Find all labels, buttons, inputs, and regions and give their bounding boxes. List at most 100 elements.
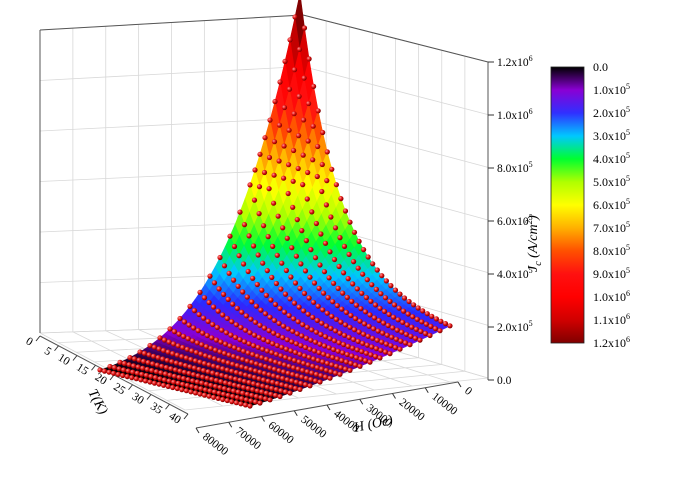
- data-point: [180, 344, 186, 351]
- data-point: [305, 138, 311, 144]
- data-point: [248, 316, 254, 322]
- data-point: [309, 327, 315, 333]
- data-point: [281, 143, 287, 149]
- data-point: [391, 302, 398, 308]
- data-point: [186, 322, 192, 328]
- data-point: [321, 351, 327, 357]
- data-point: [201, 360, 208, 367]
- data-point: [176, 374, 182, 380]
- data-point: [349, 298, 355, 304]
- data-point: [347, 219, 353, 225]
- data-point: [370, 261, 376, 267]
- data-point: [121, 360, 128, 367]
- data-point: [245, 268, 251, 275]
- data-point: [408, 333, 414, 339]
- data-point: [344, 294, 350, 300]
- h-axis-tick: [392, 393, 396, 399]
- data-point: [255, 382, 261, 388]
- data-point: [341, 270, 347, 276]
- data-point: [210, 321, 216, 328]
- data-point: [219, 372, 225, 378]
- data-point: [390, 325, 396, 331]
- data-point: [270, 243, 276, 249]
- data-point: [254, 281, 260, 288]
- right-wall-hgrid: [302, 66, 489, 116]
- data-point: [215, 364, 221, 370]
- data-point: [363, 294, 369, 301]
- data-point: [318, 231, 324, 237]
- data-point: [343, 359, 349, 365]
- data-point: [194, 379, 200, 385]
- data-point: [297, 285, 303, 291]
- data-point: [260, 346, 266, 352]
- data-point: [242, 327, 249, 333]
- box-edge: [39, 14, 304, 31]
- data-point: [266, 328, 272, 334]
- data-point: [301, 308, 307, 314]
- data-point: [262, 311, 269, 317]
- data-point: [120, 372, 126, 379]
- data-point: [322, 374, 329, 380]
- data-point: [259, 389, 265, 395]
- data-point: [250, 387, 256, 393]
- h-axis-tick-label: 50000: [298, 414, 328, 441]
- data-point: [278, 286, 284, 292]
- data-point: [302, 268, 309, 274]
- data-point: [316, 350, 322, 356]
- data-point: [313, 220, 319, 227]
- data-point: [376, 317, 382, 324]
- data-point: [398, 338, 404, 344]
- data-point: [261, 336, 267, 343]
- data-point: [317, 262, 323, 268]
- data-point: [354, 347, 360, 353]
- data-point: [201, 392, 208, 398]
- data-point: [281, 362, 288, 368]
- data-point: [327, 336, 333, 342]
- data-point: [271, 366, 278, 372]
- data-point: [261, 223, 267, 229]
- data-point: [173, 360, 179, 366]
- data-point: [276, 368, 282, 374]
- data-point: [107, 363, 113, 370]
- data-point: [318, 373, 324, 379]
- data-point: [224, 397, 230, 404]
- data-point: [235, 355, 241, 361]
- t-axis-tick: [91, 364, 96, 371]
- data-point: [357, 318, 363, 324]
- data-point: [246, 341, 252, 347]
- data-point: [209, 335, 215, 341]
- data-point: [269, 274, 275, 280]
- data-point: [336, 263, 342, 270]
- data-point: [195, 328, 201, 334]
- data-point: [338, 365, 344, 371]
- data-point: [302, 382, 309, 388]
- data-point: [339, 357, 345, 364]
- data-point: [228, 375, 234, 381]
- data-point: [179, 387, 185, 393]
- data-point: [247, 403, 253, 409]
- data-point: [331, 338, 338, 344]
- data-point: [409, 324, 415, 330]
- data-point: [428, 323, 434, 329]
- data-point: [252, 167, 258, 173]
- data-point: [147, 379, 153, 385]
- data-point: [197, 391, 203, 397]
- data-point: [141, 350, 148, 356]
- data-point: [217, 349, 223, 355]
- data-point: [240, 289, 246, 295]
- data-point: [381, 320, 387, 326]
- data-point: [277, 360, 283, 367]
- data-point: [294, 373, 300, 379]
- data-point: [340, 290, 346, 296]
- data-point: [298, 261, 304, 267]
- data-point: [220, 366, 226, 372]
- h-axis-tick: [326, 404, 331, 411]
- data-point: [211, 304, 217, 310]
- data-point: [414, 316, 420, 322]
- data-point: [363, 350, 369, 356]
- data-point: [364, 277, 370, 283]
- data-point: [233, 369, 239, 376]
- data-point: [422, 330, 429, 337]
- data-point: [305, 311, 311, 317]
